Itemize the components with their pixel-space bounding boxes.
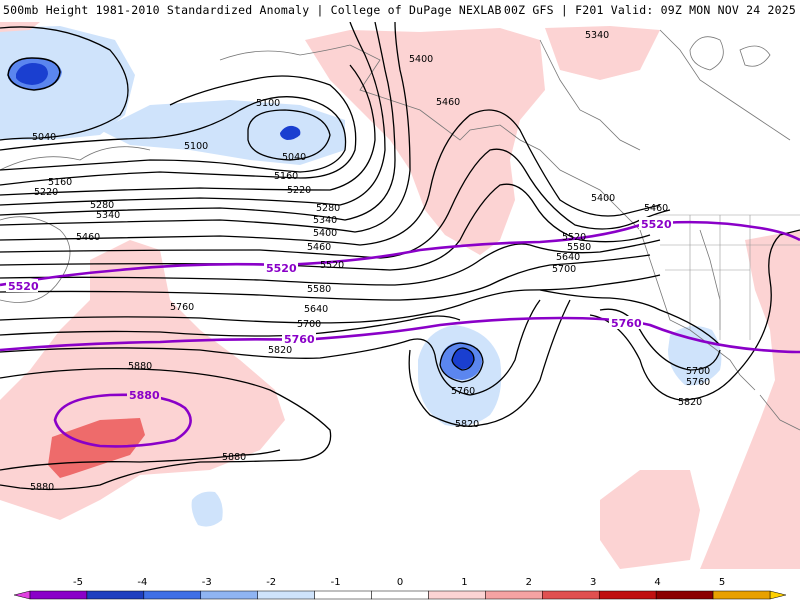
contour-label: 5760 [686, 377, 710, 388]
contour-label: 5160 [274, 171, 298, 182]
contour-label: 5700 [297, 319, 321, 330]
negative-anomaly-area [668, 326, 722, 386]
legend-tick-label: -3 [202, 577, 212, 588]
negative-anomaly-area [16, 63, 48, 85]
contour-label: 5700 [552, 264, 576, 275]
positive-anomaly-area [700, 230, 800, 569]
climatology-labels: 5520 5520 5520 5760 5760 5880 [6, 217, 673, 402]
contour-label: 5460 [307, 242, 331, 253]
legend-tick-label: 3 [590, 577, 596, 588]
legend-swatch [428, 590, 486, 600]
legend-swatch [314, 590, 372, 600]
contour-label: 5220 [34, 187, 58, 198]
negative-anomaly-area [100, 100, 345, 165]
contour-label: 5580 [307, 284, 331, 295]
contour-label: 5640 [304, 304, 328, 315]
climo-label: 5520 [266, 262, 297, 275]
contour-label: 5340 [96, 210, 120, 221]
climo-label: 5520 [8, 280, 39, 293]
negative-anomaly-area [452, 348, 474, 369]
contour-label: 5520 [320, 260, 344, 271]
contour-label: 5820 [268, 345, 292, 356]
legend-swatch [712, 590, 771, 600]
legend-swatch [655, 590, 714, 600]
legend-swatch [143, 590, 202, 600]
contour-label: 5400 [409, 54, 433, 65]
climatology-contours [0, 220, 800, 448]
legend-swatch [598, 590, 657, 600]
contour-label: 5220 [287, 185, 311, 196]
legend-ticks: -5 -4 -3 -2 -1 0 1 2 3 4 5 [73, 577, 725, 588]
climo-label: 5880 [129, 389, 160, 402]
contour-label: 5460 [436, 97, 460, 108]
contour-label: 5340 [313, 215, 337, 226]
legend-tick-label: 1 [461, 577, 467, 588]
legend-tick-label: -5 [73, 577, 83, 588]
header-bar: 500mb Height 1981-2010 Standardized Anom… [0, 0, 800, 22]
model-run-info: 00Z GFS | F201 Valid: 09Z MON NOV 24 202… [503, 3, 796, 17]
legend-swatch [371, 590, 429, 600]
climo-label: 5760 [611, 317, 642, 330]
climo-label: 5760 [284, 333, 315, 346]
contour-label: 5040 [282, 152, 306, 163]
contour-label: 5280 [316, 203, 340, 214]
weather-map: 5040 5040 5100 5100 5160 5160 5220 5220 … [0, 22, 800, 569]
contour-label: 5160 [48, 177, 72, 188]
legend-tick-label: -1 [331, 577, 341, 588]
contour-label: 5400 [591, 193, 615, 204]
height-contours [0, 22, 800, 491]
legend-tick-label: 5 [719, 577, 725, 588]
contour-label: 5880 [30, 482, 54, 493]
legend-tick-label: -4 [137, 577, 147, 588]
contour-label: 5640 [556, 252, 580, 263]
negative-anomaly-area [0, 26, 135, 140]
negative-anomaly-area [280, 125, 301, 140]
contour-label: 5520 [562, 232, 586, 243]
contour-labels: 5040 5040 5100 5100 5160 5160 5220 5220 … [30, 30, 710, 493]
legend-swatch [200, 590, 258, 600]
climo-label: 5520 [641, 218, 672, 231]
color-legend: -5 -4 -3 -2 -1 0 1 2 3 4 5 [0, 569, 800, 600]
state-borders [655, 214, 800, 340]
legend-tick-label: 4 [654, 577, 660, 588]
contour-label: 5820 [455, 419, 479, 430]
legend-tick-label: 2 [526, 577, 532, 588]
positive-anomaly-area [305, 28, 545, 255]
legend-arrow-right [769, 590, 787, 600]
contour-label: 5100 [184, 141, 208, 152]
map-title: 500mb Height 1981-2010 Standardized Anom… [3, 3, 502, 17]
contour-label: 5760 [170, 302, 194, 313]
contour-label: 5100 [256, 98, 280, 109]
positive-anomaly-area [600, 470, 700, 569]
positive-anomaly-area [545, 26, 660, 80]
contour-label: 5580 [567, 242, 591, 253]
contour-label: 5880 [128, 361, 152, 372]
anomaly-shading [0, 22, 800, 569]
legend-swatch [86, 590, 145, 600]
legend-swatch [257, 590, 315, 600]
contour-label: 5880 [222, 452, 246, 463]
legend-swatch [29, 590, 88, 600]
contour-label: 5400 [313, 228, 337, 239]
positive-anomaly-area [0, 240, 285, 520]
contour-label: 5700 [686, 366, 710, 377]
contour-label: 5460 [644, 203, 668, 214]
legend-arrow-left [13, 590, 31, 600]
legend-swatch [542, 590, 600, 600]
contour-label: 5340 [585, 30, 609, 41]
legend-tick-label: -2 [266, 577, 276, 588]
contour-label: 5460 [76, 232, 100, 243]
contour-label: 5280 [90, 200, 114, 211]
contour-label: 5820 [678, 397, 702, 408]
contour-label: 5760 [451, 386, 475, 397]
contour-label: 5040 [32, 132, 56, 143]
legend-bar [13, 590, 787, 600]
negative-anomaly-area [191, 491, 223, 527]
legend-swatch [485, 590, 543, 600]
legend-tick-label: 0 [397, 577, 403, 588]
